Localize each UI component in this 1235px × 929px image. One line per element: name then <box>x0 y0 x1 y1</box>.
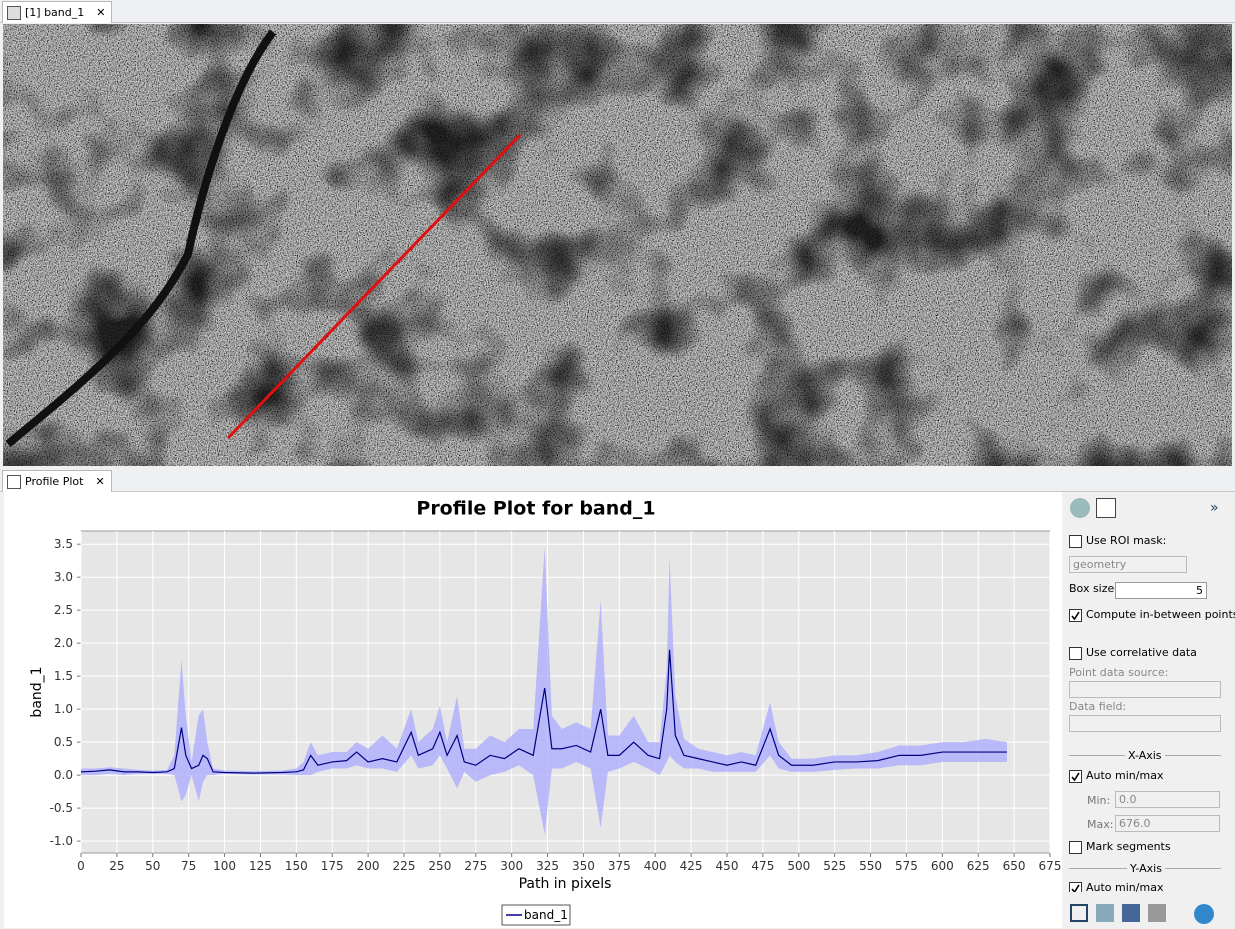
tab-label: Profile Plot <box>25 475 84 488</box>
label: Compute in-between points <box>1086 608 1235 621</box>
x-tick-label: 100 <box>213 859 236 873</box>
plot-tab[interactable]: Profile Plot ✕ <box>2 470 112 492</box>
edit-button[interactable] <box>1096 904 1114 922</box>
checkbox[interactable] <box>1069 534 1082 548</box>
x-tick-label: 175 <box>321 859 344 873</box>
data-field-select <box>1069 715 1221 732</box>
x-tick-label: 0 <box>77 859 85 873</box>
y-tick-label: 2.5 <box>54 603 73 617</box>
checkbox[interactable] <box>1069 881 1082 892</box>
section-title: Y-Axis <box>1127 862 1165 875</box>
x-tick-label: 550 <box>859 859 882 873</box>
x-tick-label: 450 <box>716 859 739 873</box>
help-button[interactable] <box>1194 904 1214 924</box>
y-tick-label: 3.0 <box>54 570 73 584</box>
checkbox[interactable] <box>1069 840 1082 854</box>
label: Data field: <box>1069 700 1127 713</box>
mask-select: geometry <box>1069 556 1187 573</box>
checkbox[interactable] <box>1069 608 1082 622</box>
x-tick-label: 625 <box>967 859 990 873</box>
x-min-input: 0.0 <box>1115 791 1220 808</box>
label: Mark segments <box>1086 840 1171 853</box>
label: Box size: <box>1069 582 1118 595</box>
y-tick-label: 2.0 <box>54 636 73 650</box>
y-tick-label: -1.0 <box>50 834 73 848</box>
checkbox[interactable] <box>1069 646 1082 660</box>
x-tick-label: 200 <box>357 859 380 873</box>
x-max-input: 676.0 <box>1115 815 1220 832</box>
label: Auto min/max <box>1086 769 1164 782</box>
image-view <box>3 24 1232 466</box>
x-tick-label: 225 <box>393 859 416 873</box>
x-tick-label: 350 <box>572 859 595 873</box>
x-tick-label: 400 <box>644 859 667 873</box>
y-auto-row[interactable]: Auto min/max <box>1069 881 1163 892</box>
export-button[interactable] <box>1122 904 1140 922</box>
x-tick-label: 250 <box>428 859 451 873</box>
y-axis-label: band_1 <box>29 666 45 717</box>
table-button[interactable] <box>1096 498 1116 518</box>
x-tick-label: 325 <box>536 859 559 873</box>
label: Auto min/max <box>1086 881 1164 892</box>
roi-row[interactable]: Use ROI mask: <box>1069 534 1166 548</box>
y-tick-label: 1.0 <box>54 702 73 716</box>
x-tick-label: 675 <box>1039 859 1062 873</box>
x-tick-label: 75 <box>181 859 196 873</box>
label: Use ROI mask: <box>1086 534 1167 547</box>
x-tick-label: 25 <box>109 859 124 873</box>
expand-button[interactable]: » <box>1210 500 1219 516</box>
x-axis-label: Path in pixels <box>519 876 612 892</box>
point-source-select <box>1069 681 1221 698</box>
checkbox[interactable] <box>1069 769 1082 783</box>
correlative-row[interactable]: Use correlative data <box>1069 646 1197 660</box>
x-tick-label: 150 <box>285 859 308 873</box>
y-tick-label: 0.0 <box>54 768 73 782</box>
mark-segments-row[interactable]: Mark segments <box>1069 840 1171 854</box>
box-size-input[interactable]: 5 <box>1115 582 1207 599</box>
x-tick-label: 575 <box>895 859 918 873</box>
refresh-button[interactable] <box>1070 498 1090 518</box>
label: Min: <box>1087 794 1111 807</box>
x-tick-label: 125 <box>249 859 272 873</box>
label: Use correlative data <box>1086 646 1197 659</box>
print-button[interactable] <box>1148 904 1166 922</box>
zoom-all-button[interactable] <box>1070 904 1088 922</box>
tab-label: [1] band_1 <box>25 6 85 19</box>
y-tick-label: 3.5 <box>54 537 73 551</box>
x-tick-label: 300 <box>500 859 523 873</box>
y-tick-label: 1.5 <box>54 669 73 683</box>
label: Point data source: <box>1069 666 1169 679</box>
x-tick-label: 500 <box>787 859 810 873</box>
compute-row[interactable]: Compute in-between points <box>1069 608 1235 622</box>
x-tick-label: 475 <box>751 859 774 873</box>
x-auto-row[interactable]: Auto min/max <box>1069 769 1163 783</box>
legend-label: band_1 <box>524 908 568 922</box>
tab-bar: [1] band_1 ✕ <box>0 0 1235 23</box>
x-tick-label: 650 <box>1003 859 1026 873</box>
y-tick-label: 0.5 <box>54 735 73 749</box>
y-tick-label: -0.5 <box>50 801 73 815</box>
section-title: X-Axis <box>1125 749 1165 762</box>
x-tick-label: 525 <box>823 859 846 873</box>
plot-area <box>80 530 1051 854</box>
x-tick-label: 600 <box>931 859 954 873</box>
label: Max: <box>1087 818 1114 831</box>
profile-chart: -1.0 -0.5 0.0 0.5 1.0 1.5 2.0 2.5 3.0 3.5 0 25 50 75 1… <box>29 498 1062 926</box>
chart-title: Profile Plot for band_1 <box>416 498 655 520</box>
x-tick-label: 425 <box>680 859 703 873</box>
x-tick-label: 275 <box>464 859 487 873</box>
x-tick-label: 375 <box>608 859 631 873</box>
line <box>80 649 1007 774</box>
legend-box <box>501 904 571 926</box>
image-tab[interactable]: [1] band_1 ✕ <box>2 1 113 23</box>
tab-bar: Profile Plot ✕ <box>0 469 1235 492</box>
toolbar <box>1070 904 1220 924</box>
x-tick-label: 50 <box>145 859 160 873</box>
